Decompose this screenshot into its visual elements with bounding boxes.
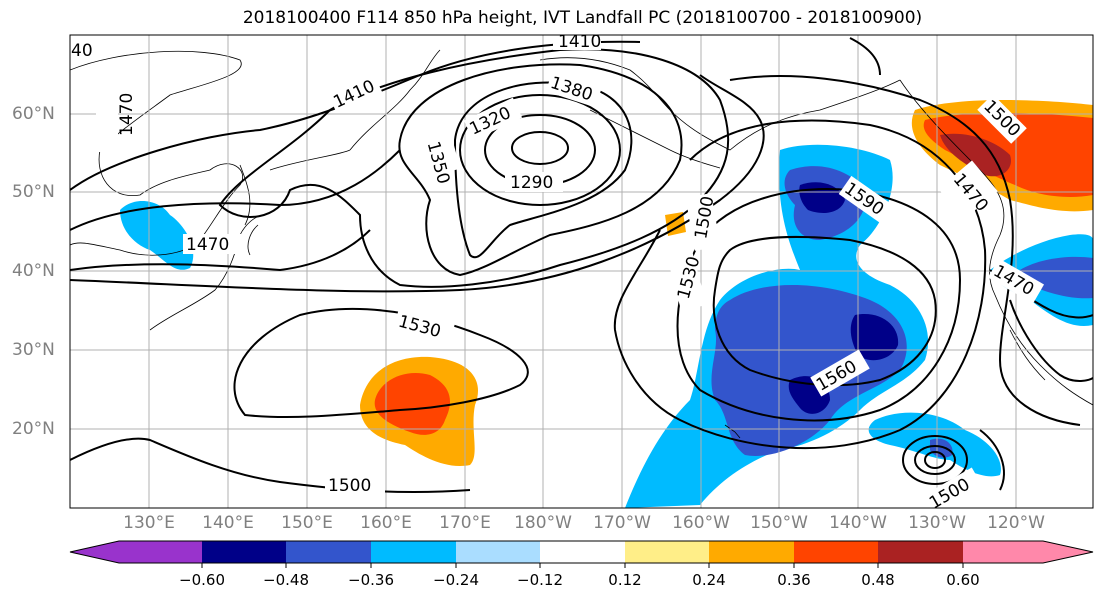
map-plot-area: 1410 1380 1320 1350 1290 1410 1470 1470 … — [70, 32, 1093, 508]
coastlines — [70, 49, 1093, 439]
contour-label: 1470 — [117, 93, 137, 136]
lat-label: 40°N — [12, 261, 55, 281]
colorbar-bin — [794, 541, 878, 563]
contour-label-bg — [70, 35, 1045, 508]
lon-label: 150°E — [281, 513, 333, 533]
colorbar-tick-label: −0.24 — [433, 571, 479, 589]
colorbar-tick-label: 0.12 — [608, 571, 642, 589]
lat-label: 50°N — [12, 182, 55, 202]
colorbar — [69, 540, 1094, 568]
colorbar-tick-label: 0.36 — [777, 571, 811, 589]
lon-label: 180°W — [514, 513, 572, 533]
lon-label: 140°E — [202, 513, 254, 533]
lat-label: 20°N — [12, 419, 55, 439]
colorbar-tick-label: −0.48 — [263, 571, 309, 589]
colorbar-tick-label: 0.24 — [692, 571, 726, 589]
lon-label: 160°E — [360, 513, 412, 533]
colorbar-bin — [371, 541, 456, 563]
contour-label: 1290 — [510, 173, 553, 193]
contour-label: 1410 — [558, 32, 601, 52]
colorbar-bin — [119, 541, 202, 563]
colorbar-tick-label: 0.48 — [861, 571, 895, 589]
contour-label: 1470 — [186, 235, 229, 255]
colorbar-tick-label: 0.60 — [946, 571, 980, 589]
lon-label: 120°W — [987, 513, 1045, 533]
lon-label: 140°W — [829, 513, 887, 533]
colorbar-bin — [202, 541, 286, 563]
map-frame — [69, 34, 1094, 509]
colorbar-bin — [286, 541, 371, 563]
lon-label: 170°W — [593, 513, 651, 533]
colorbar-bin — [625, 541, 709, 563]
map-title: 2018100400 F114 850 hPa height, IVT Land… — [242, 8, 923, 28]
lat-label: 30°N — [12, 340, 55, 360]
lon-label: 150°W — [750, 513, 808, 533]
colorbar-bin — [878, 541, 963, 563]
colorbar-bin — [456, 541, 540, 563]
lat-label: 60°N — [12, 104, 55, 124]
lon-label: 130°E — [123, 513, 175, 533]
lon-label: 170°E — [439, 513, 491, 533]
colorbar-tick-label: −0.12 — [517, 571, 563, 589]
graticule — [70, 35, 1093, 508]
colorbar-extend-high — [1043, 541, 1093, 563]
lon-label: 160°W — [672, 513, 730, 533]
colorbar-bin — [540, 541, 625, 563]
contour-label: 40 — [71, 41, 93, 61]
colorbar-bin — [963, 541, 1043, 563]
lon-label: 130°W — [908, 513, 966, 533]
colorbar-bin — [709, 541, 794, 563]
colorbar-tick-label: −0.36 — [348, 571, 394, 589]
colorbar-extend-low — [70, 541, 119, 563]
contour-label: 1500 — [328, 476, 371, 496]
colorbar-tick-label: −0.60 — [179, 571, 225, 589]
